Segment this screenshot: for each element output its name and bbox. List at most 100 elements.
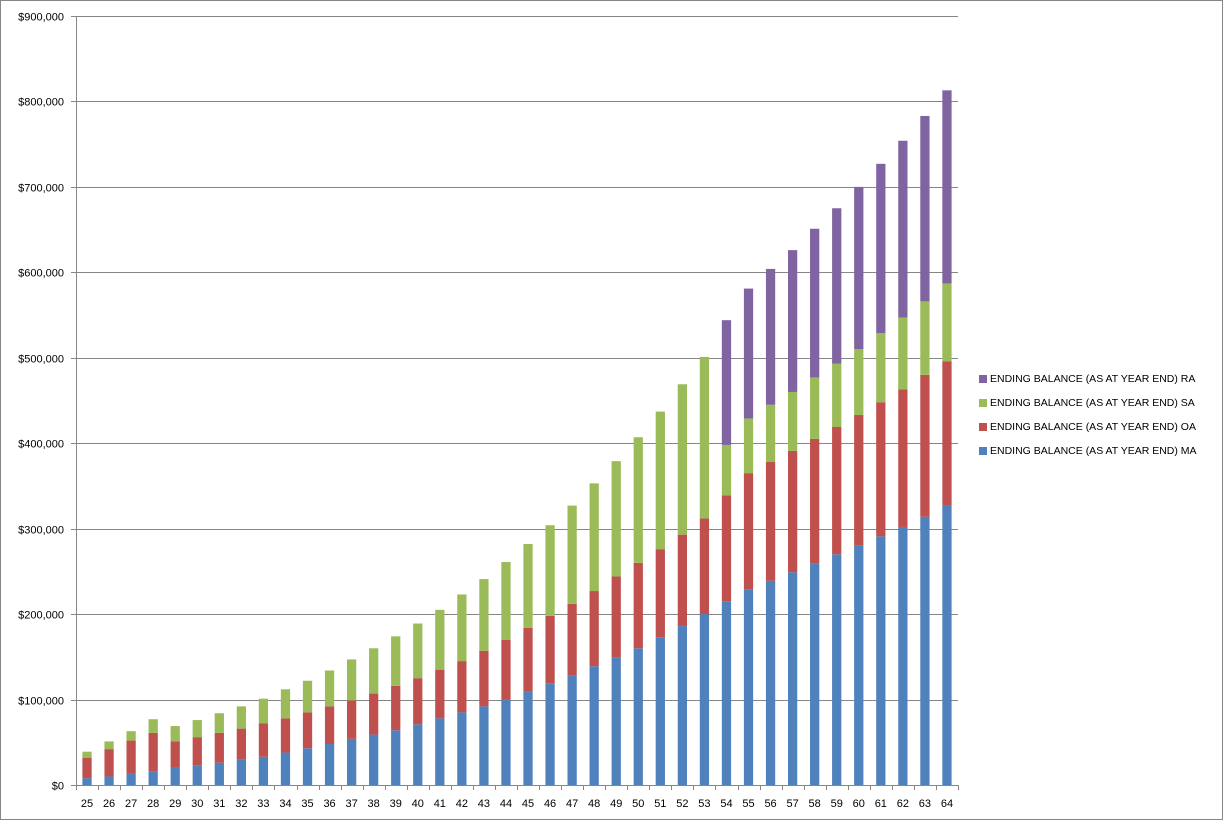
- gridlines: [76, 16, 958, 701]
- legend-label-ma: ENDING BALANCE (AS AT YEAR END) MA: [990, 445, 1197, 457]
- x-tick-label: 25: [81, 798, 93, 810]
- x-tick-label: 27: [125, 798, 137, 810]
- bar-segment: [567, 603, 577, 676]
- bar-segment: [589, 591, 599, 667]
- bar-segment: [369, 734, 379, 785]
- bar-segment: [413, 623, 423, 679]
- x-tick-label: 31: [213, 798, 225, 810]
- bar-segment: [589, 666, 599, 785]
- x-tick-label: 43: [478, 798, 490, 810]
- bar-segment: [655, 411, 665, 550]
- bar-segment: [920, 301, 930, 375]
- bar-segment: [126, 740, 136, 774]
- bar-segment: [302, 712, 313, 749]
- bar-segment: [832, 554, 842, 785]
- bar-segment: [765, 462, 776, 581]
- bar-segment: [898, 526, 908, 785]
- bar-segment: [633, 562, 643, 649]
- bar-segment: [435, 609, 445, 670]
- bars: [82, 90, 952, 785]
- bar-segment: [501, 699, 511, 785]
- y-tick-label: $600,000: [18, 268, 64, 280]
- legend-item-ma: ENDING BALANCE (AS AT YEAR END) MA: [979, 439, 1197, 463]
- legend-swatch-oa: [979, 423, 987, 431]
- x-tick-label: 45: [522, 798, 534, 810]
- bar-segment: [302, 748, 313, 785]
- y-tick-label: $700,000: [18, 183, 64, 195]
- legend-item-ra: ENDING BALANCE (AS AT YEAR END) RA: [979, 367, 1197, 391]
- x-tick-label: 61: [875, 798, 887, 810]
- y-tick-label: $0: [52, 781, 64, 793]
- bar-segment: [126, 773, 136, 785]
- bar-segment: [611, 461, 621, 577]
- y-tick-label: $800,000: [18, 97, 64, 109]
- bar-segment: [633, 437, 643, 563]
- bar-segment: [854, 349, 864, 416]
- x-tick-label: 44: [500, 798, 512, 810]
- bar-segment: [236, 706, 246, 729]
- x-tick-label: 62: [897, 798, 909, 810]
- legend-item-oa: ENDING BALANCE (AS AT YEAR END) OA: [979, 415, 1197, 439]
- y-tick-label: $100,000: [18, 696, 64, 708]
- x-tick-label: 34: [279, 798, 291, 810]
- bar-segment: [765, 404, 776, 463]
- bar-segment: [876, 536, 886, 785]
- x-tick-label: 57: [787, 798, 799, 810]
- bar-segment: [324, 670, 335, 707]
- bar-segment: [324, 706, 335, 744]
- bar-segment: [545, 615, 555, 684]
- x-tick-label: 60: [853, 798, 865, 810]
- bar-segment: [192, 720, 202, 738]
- bar-segment: [898, 389, 908, 527]
- bar-segment: [699, 518, 710, 615]
- bar-segment: [457, 712, 467, 785]
- bar-segment: [942, 283, 952, 362]
- y-tick-label: $300,000: [18, 525, 64, 537]
- bar-segment: [876, 163, 886, 333]
- bar-segment: [391, 685, 401, 731]
- bar-segment: [479, 650, 489, 707]
- x-tick-label: 56: [764, 798, 776, 810]
- bar-segment: [589, 483, 599, 592]
- x-tick-label: 41: [434, 798, 446, 810]
- bar-segment: [898, 317, 908, 390]
- bar-segment: [721, 601, 732, 785]
- bar-segment: [501, 561, 511, 640]
- bar-segment: [346, 659, 357, 701]
- bar-segment: [523, 544, 533, 628]
- bar-segment: [280, 689, 291, 719]
- bar-segment: [82, 778, 92, 785]
- x-tick-label: 28: [147, 798, 159, 810]
- bar-segment: [743, 473, 754, 590]
- bar-segment: [236, 759, 246, 785]
- bar-segment: [699, 614, 710, 785]
- bar-segment: [677, 534, 687, 627]
- legend-swatch-sa: [979, 399, 987, 407]
- x-tick-label: 46: [544, 798, 556, 810]
- bar-segment: [611, 657, 621, 785]
- bar-segment: [479, 579, 489, 651]
- bar-segment: [567, 675, 577, 785]
- bar-segment: [765, 580, 776, 785]
- bar-segment: [721, 320, 732, 445]
- x-tick-label: 35: [301, 798, 313, 810]
- bar-segment: [810, 228, 820, 378]
- y-axis-tick-labels: $0 $100,000 $200,000 $300,000 $400,000 $500,0…: [18, 12, 64, 793]
- x-tick-label: 33: [257, 798, 269, 810]
- bar-segment: [898, 140, 908, 318]
- bar-segment: [148, 771, 158, 785]
- bar-segment: [832, 363, 842, 427]
- x-tick-label: 39: [390, 798, 402, 810]
- x-tick-label: 64: [941, 798, 953, 810]
- x-tick-label: 37: [346, 798, 358, 810]
- x-tick-label: 47: [566, 798, 578, 810]
- bar-segment: [567, 505, 577, 604]
- bar-segment: [655, 637, 665, 785]
- bar-segment: [104, 776, 114, 785]
- x-tick-label: 53: [698, 798, 710, 810]
- bar-segment: [523, 627, 533, 692]
- bar-segment: [545, 683, 555, 785]
- bar-segment: [214, 762, 224, 785]
- bar-segment: [743, 589, 754, 785]
